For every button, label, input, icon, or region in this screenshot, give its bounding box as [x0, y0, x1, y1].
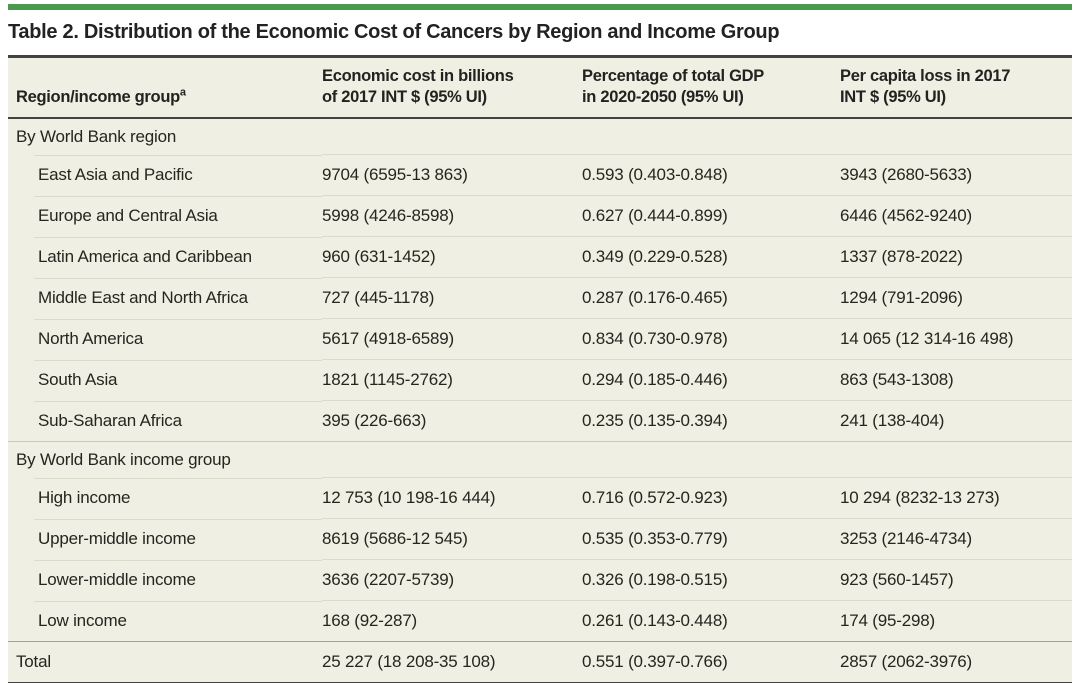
gdp-cell: 0.593 (0.403-0.848) — [582, 154, 840, 196]
table-row: East Asia and Pacific 9704 (6595-13 863)… — [8, 154, 1072, 196]
section-header-row: By World Bank income group — [8, 441, 1072, 478]
region-cell: Middle East and North Africa — [8, 277, 322, 319]
per-capita-cell: 1294 (791-2096) — [840, 277, 1072, 319]
column-header-region: Region/income groupa — [8, 56, 322, 119]
cost-cell: 5998 (4246-8598) — [322, 195, 582, 237]
cost-cell: 727 (445-1178) — [322, 277, 582, 319]
total-row: Total 25 227 (18 208-35 108) 0.551 (0.39… — [8, 641, 1072, 683]
section-header-row: By World Bank region — [8, 118, 1072, 155]
column-header-per-capita-line2: INT $ (95% UI) — [840, 88, 946, 106]
region-cell: North America — [8, 318, 322, 360]
region-cell: South Asia — [8, 359, 322, 401]
region-cell: Total — [8, 641, 322, 683]
table-row: North America 5617 (4918-6589) 0.834 (0.… — [8, 318, 1072, 360]
region-footnote-marker: a — [179, 86, 186, 99]
gdp-cell: 0.261 (0.143-0.448) — [582, 600, 840, 642]
per-capita-cell: 241 (138-404) — [840, 400, 1072, 442]
table-row: Latin America and Caribbean 960 (631-145… — [8, 236, 1072, 278]
gdp-cell: 0.834 (0.730-0.978) — [582, 318, 840, 360]
gdp-cell: 0.535 (0.353-0.779) — [582, 518, 840, 560]
column-header-gdp: Percentage of total GDP in 2020-2050 (95… — [582, 56, 840, 119]
gdp-cell: 0.294 (0.185-0.446) — [582, 359, 840, 401]
table-row: South Asia 1821 (1145-2762) 0.294 (0.185… — [8, 359, 1072, 401]
column-header-per-capita-line1: Per capita loss in 2017 — [840, 67, 1011, 85]
economic-cost-table: Region/income groupa Economic cost in bi… — [8, 55, 1072, 683]
column-header-cost-line1: Economic cost in billions — [322, 67, 514, 85]
region-cell: Sub-Saharan Africa — [8, 400, 322, 442]
gdp-cell: 0.551 (0.397-0.766) — [582, 641, 840, 683]
gdp-cell: 0.287 (0.176-0.465) — [582, 277, 840, 319]
table-row: Upper-middle income 8619 (5686-12 545) 0… — [8, 518, 1072, 560]
cost-cell: 9704 (6595-13 863) — [322, 154, 582, 196]
per-capita-cell: 1337 (878-2022) — [840, 236, 1072, 278]
cost-cell: 395 (226-663) — [322, 400, 582, 442]
cost-cell: 3636 (2207-5739) — [322, 559, 582, 601]
column-header-region-label: Region/income group — [16, 88, 180, 106]
table-header: Region/income groupa Economic cost in bi… — [8, 56, 1072, 119]
column-header-gdp-line1: Percentage of total GDP — [582, 67, 764, 85]
table-row: Middle East and North Africa 727 (445-11… — [8, 277, 1072, 319]
per-capita-cell: 10 294 (8232-13 273) — [840, 477, 1072, 519]
cost-cell: 960 (631-1452) — [322, 236, 582, 278]
cost-cell: 25 227 (18 208-35 108) — [322, 641, 582, 683]
section-header-label: By World Bank income group — [8, 441, 1072, 478]
column-header-cost-line2: of 2017 INT $ (95% UI) — [322, 88, 487, 106]
table-row: Lower-middle income 3636 (2207-5739) 0.3… — [8, 559, 1072, 601]
table-row: Europe and Central Asia 5998 (4246-8598)… — [8, 195, 1072, 237]
column-header-gdp-line2: in 2020-2050 (95% UI) — [582, 88, 744, 106]
region-cell: Latin America and Caribbean — [8, 236, 322, 278]
cost-cell: 8619 (5686-12 545) — [322, 518, 582, 560]
table-row: High income 12 753 (10 198-16 444) 0.716… — [8, 477, 1072, 519]
per-capita-cell: 2857 (2062-3976) — [840, 641, 1072, 683]
region-cell: Europe and Central Asia — [8, 195, 322, 237]
region-cell: East Asia and Pacific — [8, 154, 322, 196]
table-body: By World Bank region East Asia and Pacif… — [8, 118, 1072, 683]
gdp-cell: 0.326 (0.198-0.515) — [582, 559, 840, 601]
per-capita-cell: 863 (543-1308) — [840, 359, 1072, 401]
gdp-cell: 0.627 (0.444-0.899) — [582, 195, 840, 237]
table-row: Sub-Saharan Africa 395 (226-663) 0.235 (… — [8, 400, 1072, 442]
per-capita-cell: 3943 (2680-5633) — [840, 154, 1072, 196]
section-header-label: By World Bank region — [16, 126, 177, 146]
accent-bar — [8, 4, 1072, 10]
per-capita-cell: 923 (560-1457) — [840, 559, 1072, 601]
table-row: Low income 168 (92-287) 0.261 (0.143-0.4… — [8, 600, 1072, 642]
region-cell: Upper-middle income — [8, 518, 322, 560]
cost-cell: 168 (92-287) — [322, 600, 582, 642]
region-cell: High income — [8, 477, 322, 519]
cost-cell: 5617 (4918-6589) — [322, 318, 582, 360]
gdp-cell: 0.235 (0.135-0.394) — [582, 400, 840, 442]
column-header-cost: Economic cost in billions of 2017 INT $ … — [322, 56, 582, 119]
region-cell: Lower-middle income — [8, 559, 322, 601]
per-capita-cell: 3253 (2146-4734) — [840, 518, 1072, 560]
gdp-cell: 0.349 (0.229-0.528) — [582, 236, 840, 278]
per-capita-cell: 6446 (4562-9240) — [840, 195, 1072, 237]
per-capita-cell: 14 065 (12 314-16 498) — [840, 318, 1072, 360]
table-figure: Table 2. Distribution of the Economic Co… — [8, 4, 1072, 683]
table-title: Table 2. Distribution of the Economic Co… — [8, 21, 780, 43]
gdp-cell: 0.716 (0.572-0.923) — [582, 477, 840, 519]
per-capita-cell: 174 (95-298) — [840, 600, 1072, 642]
cost-cell: 1821 (1145-2762) — [322, 359, 582, 401]
column-header-per-capita: Per capita loss in 2017 INT $ (95% UI) — [840, 56, 1072, 119]
region-cell: Low income — [8, 600, 322, 642]
cost-cell: 12 753 (10 198-16 444) — [322, 477, 582, 519]
